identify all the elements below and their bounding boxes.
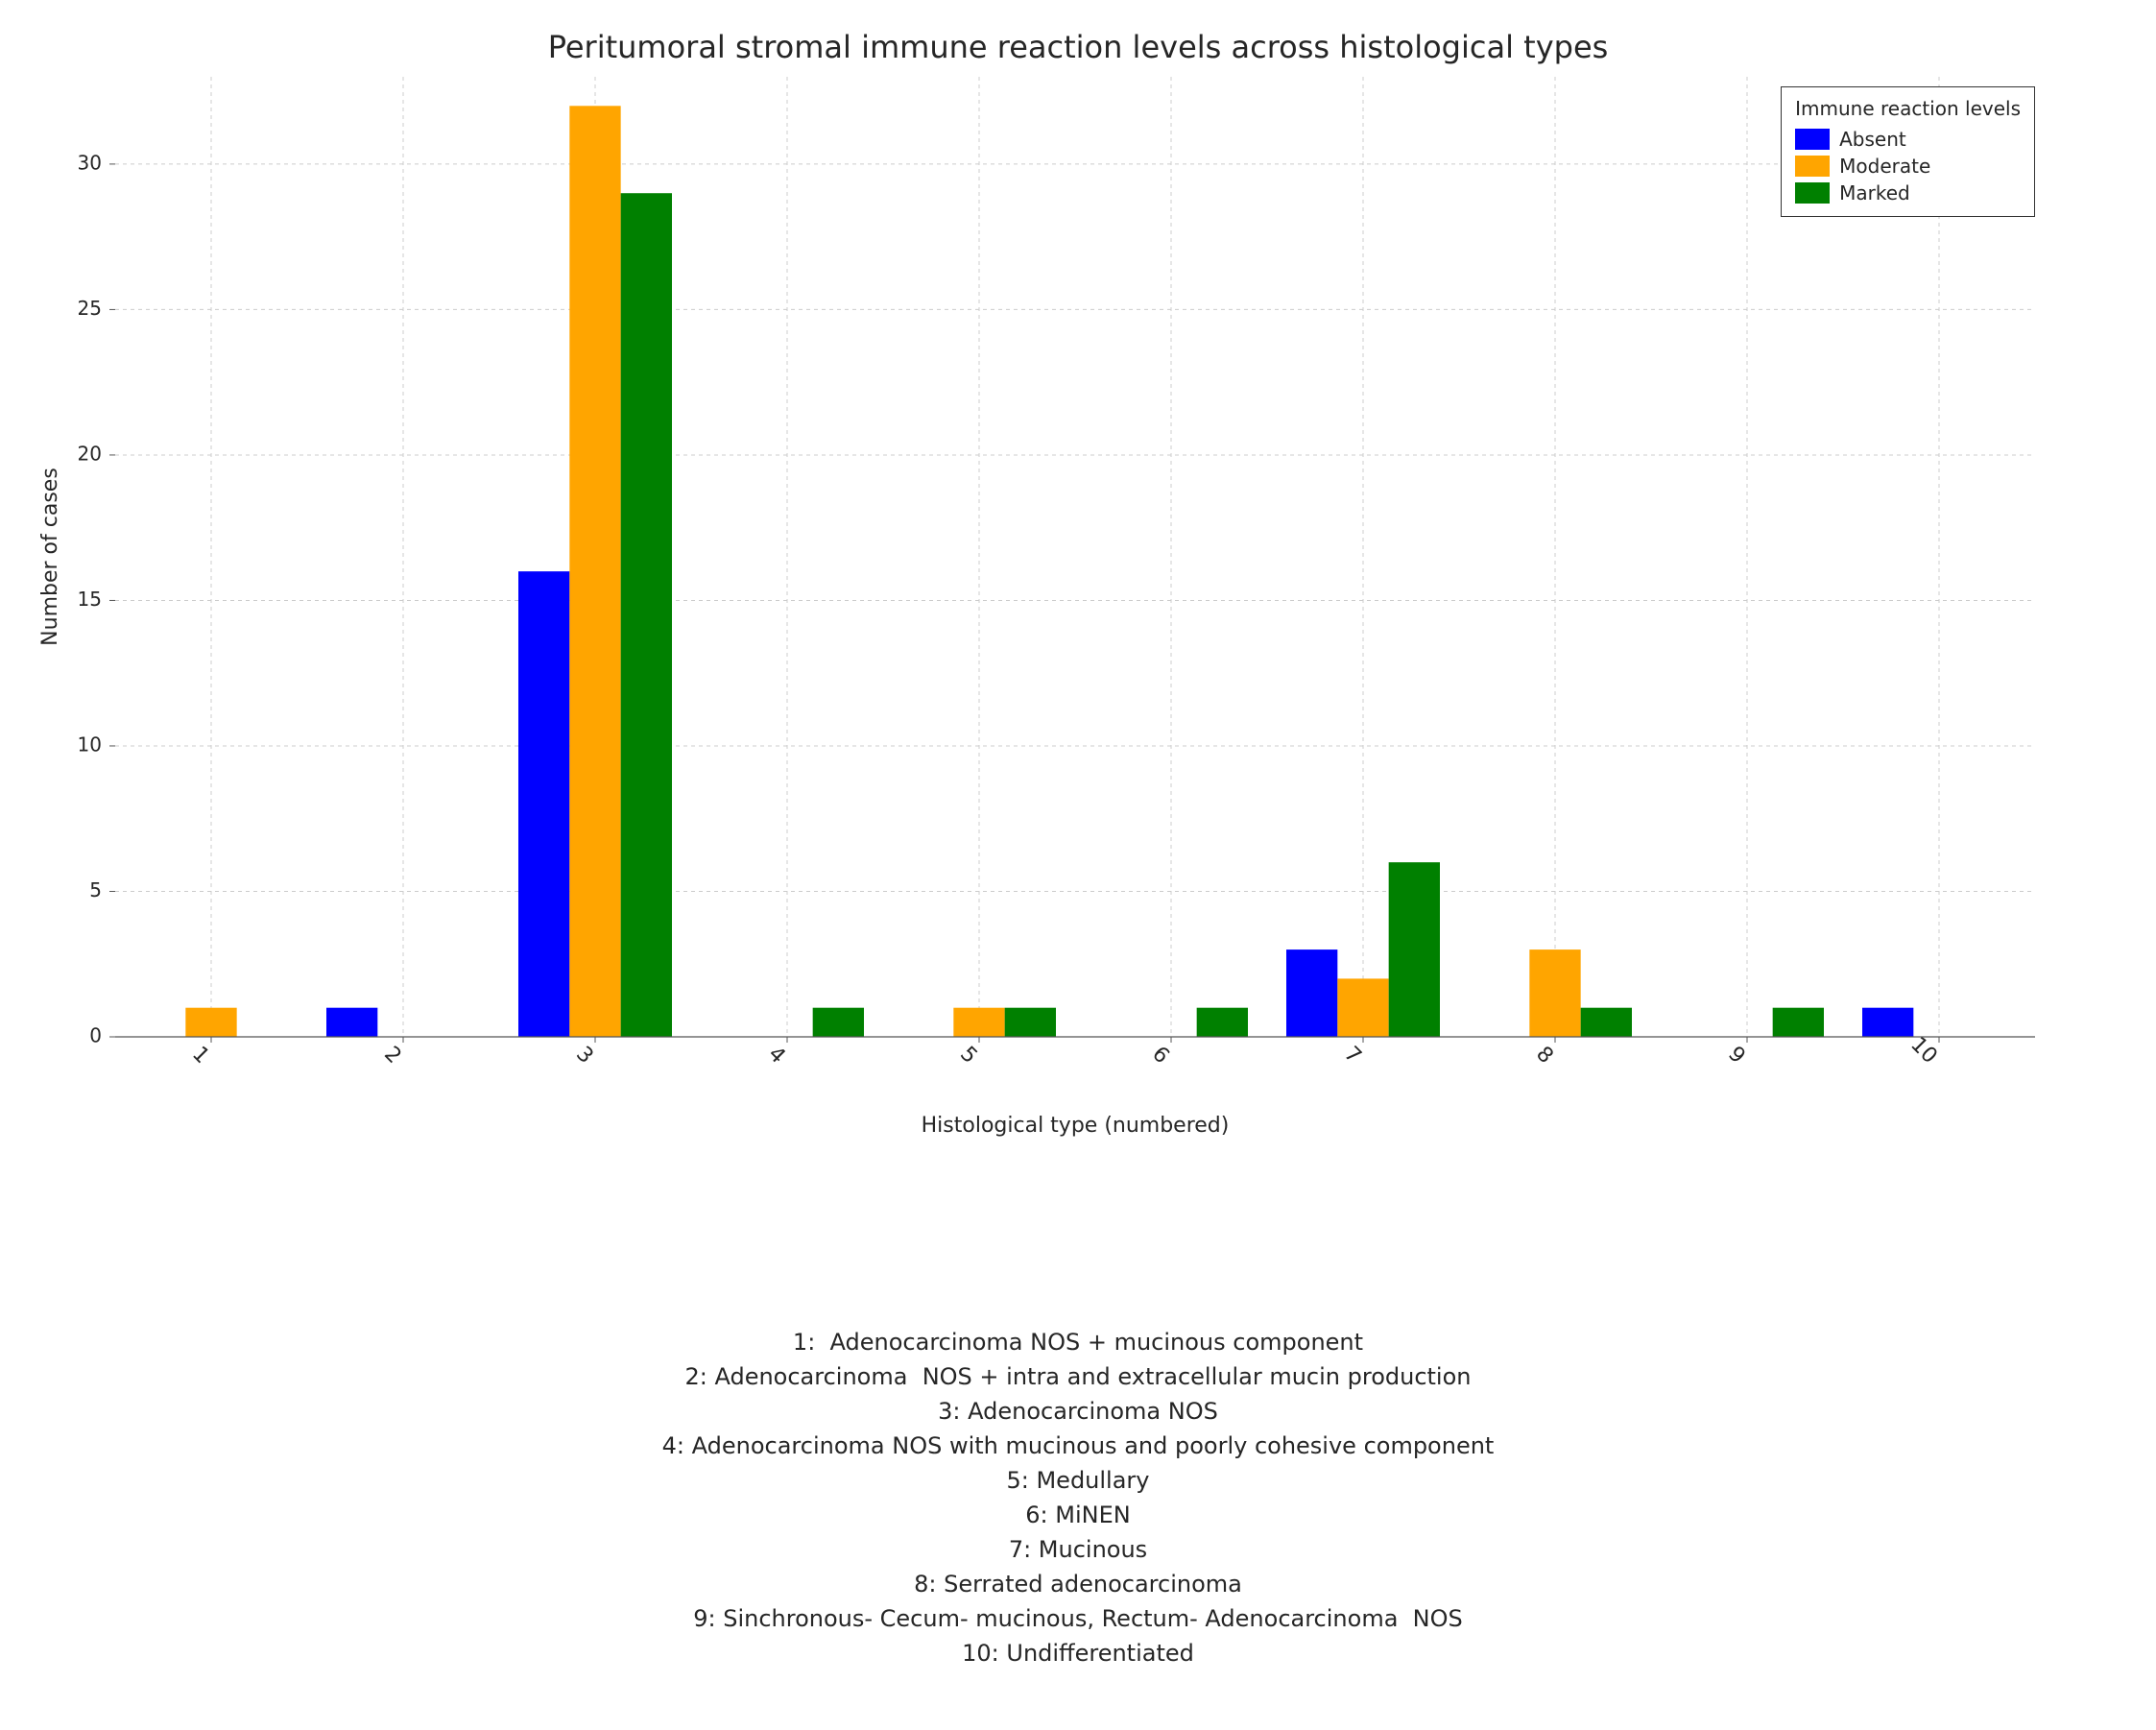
y-ticks: 0 5 10 15 20 25 30 — [78, 151, 115, 1046]
bar — [1581, 1008, 1632, 1037]
legend-row: Moderate — [1795, 153, 2021, 180]
caption-line: 2: Adenocarcinoma NOS + intra and extrac… — [0, 1359, 2156, 1394]
legend-swatch — [1795, 182, 1830, 204]
plot-area: 051015202530 12345678910 — [115, 77, 2035, 1037]
svg-text:3: 3 — [571, 1042, 598, 1069]
bar — [1862, 1008, 1913, 1037]
svg-text:1: 1 — [187, 1042, 214, 1069]
svg-text:10: 10 — [1905, 1033, 1941, 1069]
x-ticks: 1 2 3 4 5 6 7 8 9 10 — [187, 1033, 1942, 1069]
svg-text:15: 15 — [78, 588, 102, 611]
caption-line: 5: Medullary — [0, 1463, 2156, 1498]
plot-svg: 051015202530 12345678910 — [115, 77, 2035, 1037]
legend-rows: AbsentModerateMarked — [1795, 126, 2021, 206]
svg-text:10: 10 — [78, 733, 102, 756]
bar — [1005, 1008, 1056, 1037]
chart-title: Peritumoral stromal immune reaction leve… — [0, 29, 2156, 65]
legend-swatch — [1795, 156, 1830, 177]
bars-group — [185, 106, 1913, 1037]
bar — [1337, 978, 1388, 1037]
bar — [1773, 1008, 1824, 1037]
legend-label: Absent — [1839, 126, 1906, 153]
bar — [1529, 949, 1580, 1037]
caption: 1: Adenocarcinoma NOS + mucinous compone… — [0, 1325, 2156, 1670]
bar — [185, 1008, 236, 1037]
caption-line: 6: MiNEN — [0, 1498, 2156, 1532]
vertical-gridlines — [211, 77, 1939, 1037]
caption-line: 9: Sinchronous- Cecum- mucinous, Rectum-… — [0, 1601, 2156, 1636]
svg-text:2: 2 — [379, 1042, 406, 1069]
svg-text:7: 7 — [1339, 1042, 1366, 1069]
x-axis-label: Histological type (numbered) — [115, 1114, 2035, 1138]
svg-text:9: 9 — [1723, 1042, 1750, 1069]
caption-line: 10: Undifferentiated — [0, 1636, 2156, 1670]
caption-line: 7: Mucinous — [0, 1532, 2156, 1567]
caption-line: 1: Adenocarcinoma NOS + mucinous compone… — [0, 1325, 2156, 1359]
svg-text:8: 8 — [1531, 1042, 1558, 1069]
legend-title: Immune reaction levels — [1795, 97, 2021, 120]
legend: Immune reaction levels AbsentModerateMar… — [1781, 86, 2035, 217]
legend-label: Moderate — [1839, 153, 1930, 180]
caption-line: 4: Adenocarcinoma NOS with mucinous and … — [0, 1429, 2156, 1463]
bar — [1197, 1008, 1248, 1037]
legend-row: Marked — [1795, 180, 2021, 206]
svg-text:4: 4 — [763, 1042, 790, 1069]
svg-text:25: 25 — [78, 297, 102, 320]
bar — [326, 1008, 377, 1037]
svg-text:5: 5 — [89, 878, 102, 901]
bar — [1286, 949, 1337, 1037]
svg-text:20: 20 — [78, 442, 102, 465]
bar — [518, 571, 569, 1037]
legend-row: Absent — [1795, 126, 2021, 153]
bar — [1389, 862, 1440, 1037]
legend-label: Marked — [1839, 180, 1910, 206]
caption-line: 3: Adenocarcinoma NOS — [0, 1394, 2156, 1429]
y-axis-label: Number of cases — [38, 77, 67, 1037]
bar — [569, 106, 620, 1037]
bar — [953, 1008, 1004, 1037]
figure: Peritumoral stromal immune reaction leve… — [0, 0, 2156, 1730]
caption-line: 8: Serrated adenocarcinoma — [0, 1567, 2156, 1601]
svg-text:0: 0 — [89, 1024, 102, 1047]
bar — [621, 193, 672, 1037]
bar — [813, 1008, 864, 1037]
legend-swatch — [1795, 129, 1830, 150]
svg-text:30: 30 — [78, 151, 102, 174]
svg-text:6: 6 — [1147, 1042, 1174, 1069]
svg-text:5: 5 — [955, 1042, 982, 1069]
